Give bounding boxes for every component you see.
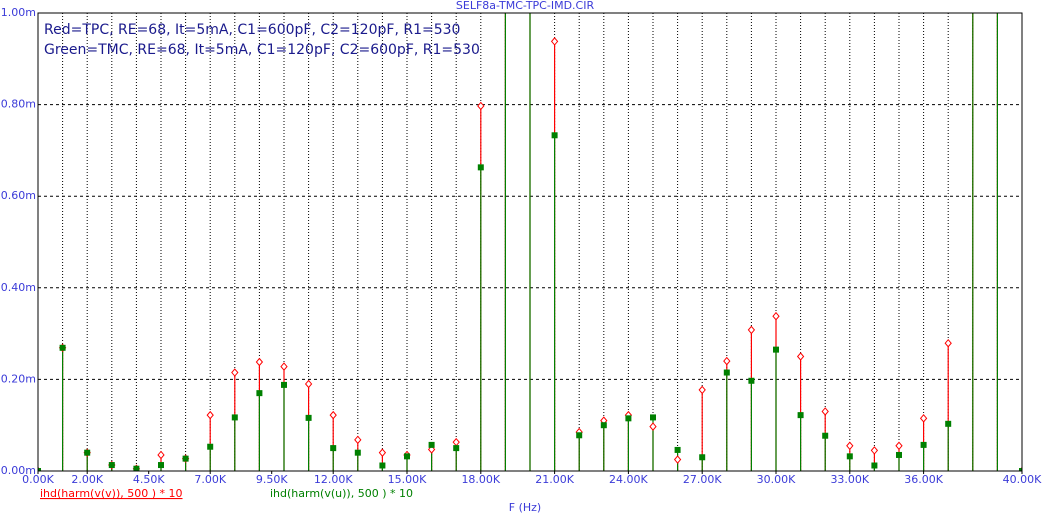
plot-frame [37,12,1023,472]
data-point [723,356,731,366]
data-point [158,462,164,469]
data-point [550,37,559,46]
data-point [797,412,804,419]
x-tick-label: 18.00K [461,473,500,486]
data-point [379,462,386,469]
data-point [649,422,657,431]
data-point [206,410,214,420]
data-point [698,385,706,395]
data-point [747,325,756,335]
y-tick-label: 0.00m [1,464,36,477]
data-point [108,462,115,469]
legend-entry: ihd(harm(v(v)), 500 ) * 10 [40,487,183,500]
chart-title: SELF8a-TMC-TPC-IMD.CIR [456,0,595,12]
data-point [231,368,239,377]
data-point [896,451,902,458]
data-point [821,407,829,416]
x-tick-label: 9.50K [256,473,288,486]
annotation: Green=TMC, RE=68, It=5mA, C1=120pF, C2=6… [44,42,480,58]
data-point [945,420,952,427]
y-tick-label: 0.20m [1,372,36,385]
x-tick-label: 15.00K [388,473,427,486]
data-point [38,468,41,471]
data-point [822,432,829,439]
data-point [59,344,66,351]
data-point [329,410,337,420]
data-point [281,381,287,388]
data-point [305,414,312,421]
data-point [748,377,755,384]
data-point [846,453,853,460]
data-point [870,446,879,455]
data-point [330,445,337,452]
data-point [256,390,263,397]
data-point [304,379,313,389]
x-tick-label: 24.00K [609,473,648,486]
data-point [919,414,928,423]
legend-entry: ihd(harm(v(u)), 500 ) * 10 [270,487,413,500]
data-point [231,414,238,421]
data-point [772,311,780,321]
data-point [551,132,558,139]
data-point [576,432,583,439]
data-point [673,455,682,464]
data-point [944,338,952,348]
data-point [920,441,927,448]
x-tick-label: 27.00K [683,473,722,486]
y-tick-label: 0.60m [1,189,36,202]
x-axis-label: F (Hz) [509,501,541,514]
data-point [453,445,460,452]
data-point [378,448,387,457]
x-tick-label: 33.00K [830,473,869,486]
data-point [796,352,805,361]
data-point [846,441,854,451]
data-point [84,449,91,456]
x-tick-label: 40.00K [1003,473,1042,486]
data-point [871,462,878,469]
data-point [625,415,632,422]
data-point [404,453,410,460]
y-tick-label: 0.40m [1,281,36,294]
x-tick-label: 21.00K [535,473,574,486]
data-point [895,441,903,451]
x-tick-label: 4.50K [133,473,165,486]
data-point [600,422,607,429]
data-point [699,454,706,461]
data-point [354,435,362,445]
x-tick-label: 36.00K [904,473,943,486]
data-point [133,465,140,471]
x-tick-label: 12.00K [314,473,353,486]
x-tick-label: 2.00K [71,473,103,486]
data-point [182,455,189,462]
data-point [157,450,165,460]
data-point [428,441,435,448]
x-tick-label: 30.00K [757,473,796,486]
data-point [255,357,264,367]
data-point [723,369,730,376]
data-point [477,101,485,111]
annotation: Red=TPC, RE=68, It=5mA, C1=600pF, C2=120… [44,22,460,38]
data-point [477,164,484,171]
y-tick-label: 1.00m [1,6,36,19]
data-point [674,446,681,453]
plot-area [38,13,1022,471]
x-tick-label: 0.00K [22,473,54,486]
data-point [773,346,779,353]
data-point [280,362,288,371]
data-point [354,449,361,456]
data-point [1019,468,1022,471]
data-point [207,443,214,450]
x-tick-label: 7.00K [194,473,226,486]
data-point [650,414,656,421]
y-tick-label: 0.80m [1,98,36,111]
